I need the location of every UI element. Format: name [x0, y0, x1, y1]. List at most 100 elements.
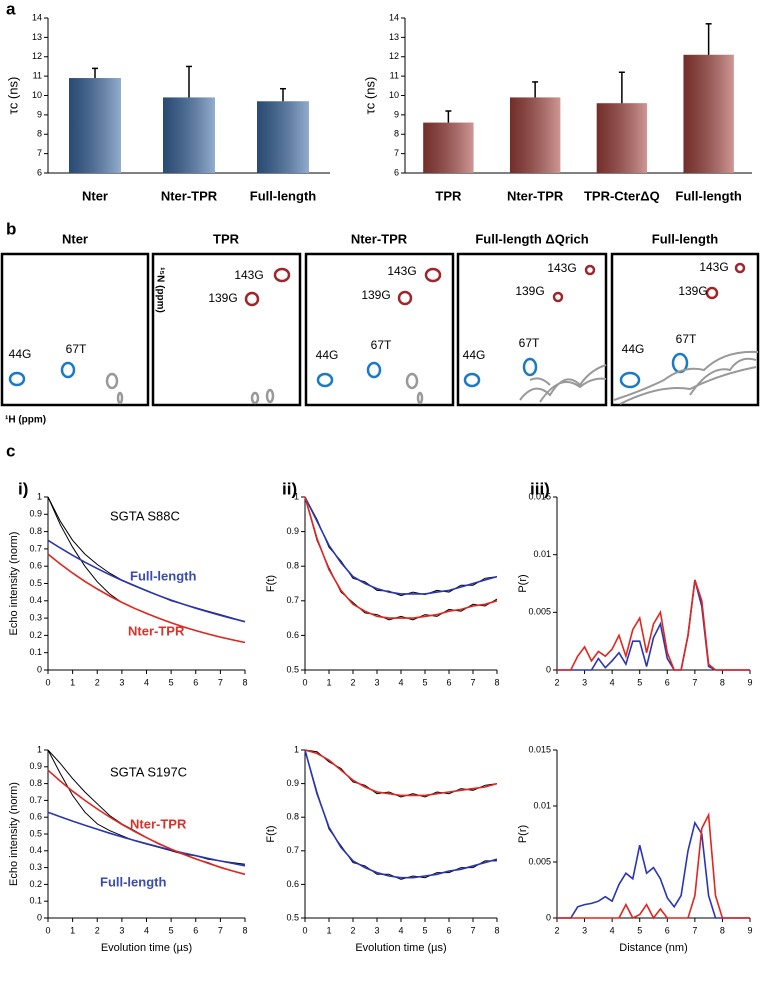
- peak-label: 143G: [234, 268, 263, 282]
- y-tick-label: 0.015: [528, 491, 551, 501]
- x-tick-label: 4: [610, 925, 615, 935]
- x-tick-label: Full-length: [675, 188, 741, 203]
- x-tick-label: 5: [169, 925, 174, 935]
- peak-label: 44G: [622, 342, 645, 356]
- y-tick-label: 0.5: [29, 578, 42, 588]
- annotation: Nter-TPR: [130, 816, 187, 831]
- x-tick-label: 2: [95, 925, 100, 935]
- series-line: [304, 749, 498, 879]
- peak-label: 44G: [463, 348, 486, 362]
- y-axis-label: Echo intensity (norm): [8, 532, 20, 636]
- peak-label: 44G: [9, 347, 32, 361]
- series-line: [557, 579, 750, 671]
- series-line: [304, 496, 498, 621]
- x-tick-label: 7: [218, 677, 223, 687]
- nmr-box: [304, 252, 455, 407]
- y-axis-label: F(t): [265, 825, 277, 842]
- x-tick-label: 7: [218, 925, 223, 935]
- x-tick-label: 2: [554, 677, 559, 687]
- nmr-box: [456, 252, 608, 407]
- x-tick-label: 7: [692, 925, 697, 935]
- annotation: Nter-TPR: [128, 623, 185, 638]
- x-tick-label: 4: [398, 925, 403, 935]
- nmr-box: [610, 252, 760, 407]
- nmr-title: Full-length ΔQrich: [475, 231, 588, 246]
- y-axis-label: τc (ns): [362, 77, 377, 115]
- peak-label: 67T: [519, 336, 540, 350]
- peak-label: 139G: [515, 284, 544, 298]
- bar-shade: [163, 97, 215, 173]
- y-tick-label: 0.6: [29, 812, 42, 822]
- panel-label: b: [6, 219, 16, 238]
- panel-label: a: [6, 0, 16, 18]
- bar-shade: [257, 101, 309, 173]
- x-tick-label: 1: [70, 925, 75, 935]
- nmr-x-label: ¹H (ppm): [5, 415, 46, 426]
- series-line: [47, 811, 246, 867]
- peak-label: 67T: [66, 342, 87, 356]
- x-tick-label: 2: [350, 925, 355, 935]
- x-tick-label: TPR-CterΔQ: [584, 188, 660, 203]
- x-tick-label: 6: [665, 677, 670, 687]
- y-tick-label: 10: [389, 90, 399, 100]
- y-tick-label: 0.8: [29, 526, 42, 536]
- peak-label: 67T: [676, 332, 697, 346]
- x-tick-label: 4: [144, 925, 149, 935]
- series-line: [304, 496, 498, 597]
- y-tick-label: 1: [37, 491, 42, 501]
- series-line: [304, 749, 498, 797]
- x-tick-label: 1: [70, 677, 75, 687]
- series-line: [304, 496, 498, 595]
- y-tick-label: 0.5: [286, 664, 299, 674]
- y-tick-label: 0.8: [286, 812, 299, 822]
- y-tick-label: 1: [37, 744, 42, 754]
- x-tick-label: 4: [610, 677, 615, 687]
- bar-shade: [509, 97, 561, 173]
- x-tick-label: 3: [374, 925, 379, 935]
- bar-shade: [683, 54, 734, 173]
- x-axis-label: Distance (nm): [619, 942, 687, 954]
- bar-shade: [423, 122, 474, 173]
- peak-label: 143G: [699, 260, 728, 274]
- peak-label: 44G: [316, 348, 339, 362]
- nmr-box: [151, 252, 302, 407]
- y-tick-label: 0.9: [29, 761, 42, 771]
- y-tick-label: 0.3: [29, 862, 42, 872]
- nmr-y-label: ¹⁵N (ppm): [154, 267, 165, 313]
- peak-label: 143G: [387, 264, 416, 278]
- series-line: [304, 749, 497, 880]
- y-tick-label: 12: [32, 51, 42, 61]
- series-line: [557, 820, 750, 919]
- nmr-title: Full-length: [652, 231, 718, 246]
- annotation: Full-length: [130, 568, 196, 583]
- y-tick-label: 0.8: [29, 778, 42, 788]
- y-tick-label: 0.005: [528, 607, 551, 617]
- y-tick-label: 0: [546, 912, 551, 922]
- x-tick-label: 5: [637, 925, 642, 935]
- x-tick-label: 8: [242, 925, 247, 935]
- y-axis-label: Echo intensity (norm): [8, 782, 20, 886]
- x-tick-label: 5: [637, 677, 642, 687]
- annotation: Full-length: [100, 874, 166, 889]
- x-tick-label: Nter-TPR: [161, 188, 218, 203]
- y-tick-label: 0: [37, 912, 42, 922]
- y-tick-label: 0.5: [286, 912, 299, 922]
- x-tick-label: 1: [326, 925, 331, 935]
- bar-shade: [596, 103, 648, 173]
- x-axis-label: Evolution time (µs): [355, 942, 446, 954]
- x-tick-label: 2: [95, 677, 100, 687]
- x-tick-label: 2: [350, 677, 355, 687]
- y-tick-label: 13: [32, 32, 42, 42]
- y-tick-label: 0.9: [286, 526, 299, 536]
- x-tick-label: 3: [119, 677, 124, 687]
- x-tick-label: 8: [720, 677, 725, 687]
- y-tick-label: 11: [390, 71, 399, 81]
- y-tick-label: 0.7: [29, 795, 42, 805]
- x-tick-label: Full-length: [250, 188, 316, 203]
- x-tick-label: 5: [422, 677, 427, 687]
- y-tick-label: 1: [294, 491, 299, 501]
- y-tick-label: 0.6: [29, 561, 42, 571]
- nmr-title: TPR: [213, 231, 240, 246]
- y-axis-label: F(t): [265, 575, 277, 592]
- x-tick-label: 3: [119, 925, 124, 935]
